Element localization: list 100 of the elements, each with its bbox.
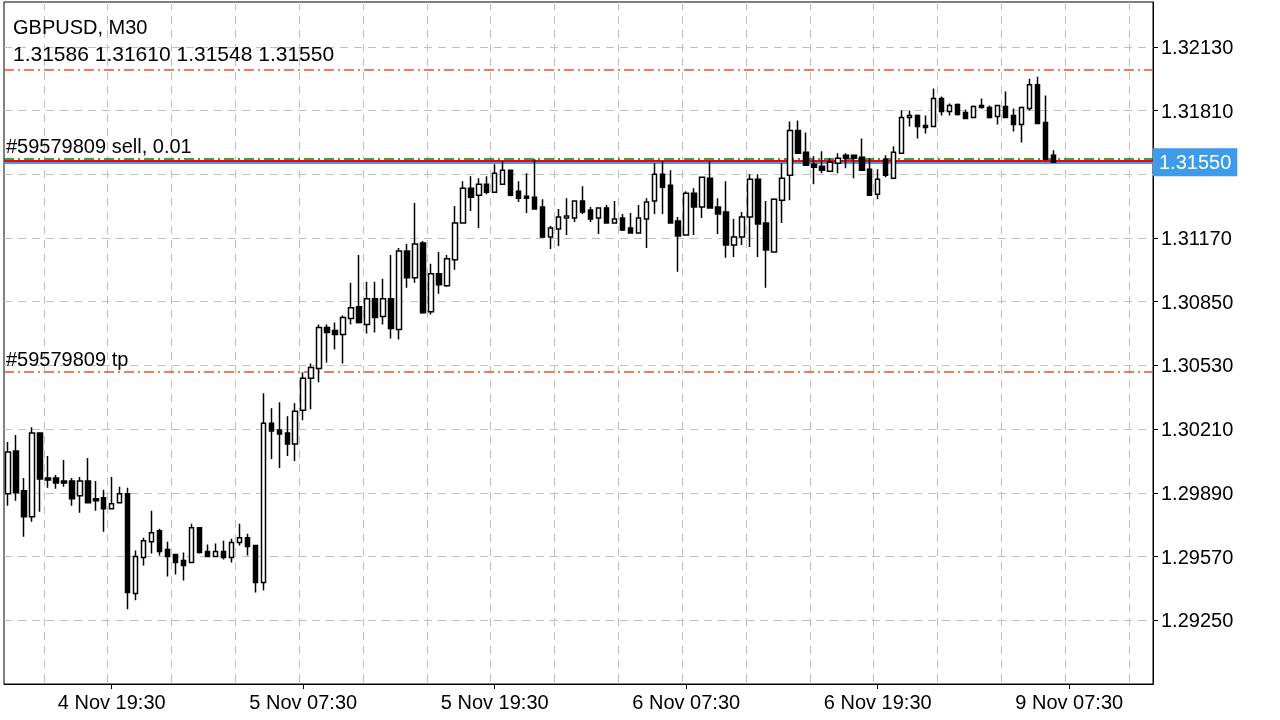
x-tick-label: 4 Nov 19:30 <box>57 691 166 713</box>
ref-line-label: 1.31550 <box>1159 151 1232 174</box>
candlestick <box>36 432 44 513</box>
candlestick <box>252 544 259 594</box>
candlestick <box>587 206 594 223</box>
candlestick <box>44 455 52 489</box>
candlestick <box>76 476 84 514</box>
candlestick <box>842 152 850 170</box>
candlestick <box>483 175 490 195</box>
candlestick <box>667 169 674 224</box>
candlestick <box>930 87 937 128</box>
candlestick <box>172 553 179 576</box>
candlestick <box>706 160 714 209</box>
candlestick <box>395 247 403 341</box>
x-tick-label: 6 Nov 19:30 <box>823 691 932 713</box>
x-tick-label: 6 Nov 07:30 <box>632 691 741 713</box>
candlestick <box>84 457 92 504</box>
candlestick <box>722 180 730 259</box>
candlestick <box>315 323 323 384</box>
candlestick <box>268 407 275 460</box>
candlestick <box>682 190 690 236</box>
candlestick <box>260 392 267 592</box>
candlestick <box>132 549 139 602</box>
candlestick <box>595 207 602 235</box>
candlestick <box>124 487 131 611</box>
candlestick <box>108 476 115 510</box>
candlestick <box>778 162 786 224</box>
candlestick <box>323 323 331 364</box>
candlestick <box>387 254 395 340</box>
candlestick <box>204 543 211 558</box>
candlestick <box>738 211 746 246</box>
candlestick <box>355 254 363 325</box>
candlestick <box>547 225 554 250</box>
candlestick <box>148 510 155 555</box>
candlestick <box>627 212 634 234</box>
candlestick <box>698 176 706 219</box>
candlestick <box>970 104 977 119</box>
candlestick <box>635 204 642 234</box>
candlestick <box>52 474 60 490</box>
candlestick <box>603 204 610 224</box>
candlestick <box>643 197 650 249</box>
y-tick-label: 1.32130 <box>1161 35 1234 58</box>
text: GBPUSD, M30 <box>13 16 148 38</box>
candlestick <box>276 401 283 469</box>
candlestick <box>68 477 76 507</box>
candlestick <box>834 152 842 174</box>
candlestick <box>994 104 1001 126</box>
candlestick <box>92 480 100 512</box>
candlestick <box>690 187 698 236</box>
candlestick <box>188 522 195 564</box>
candlestick <box>922 114 929 135</box>
candlestick <box>1050 149 1057 164</box>
candlestick <box>651 162 658 215</box>
candlestick <box>786 120 794 201</box>
candlestick <box>1010 107 1017 133</box>
candlestick <box>746 173 754 248</box>
candlestick <box>499 160 506 185</box>
candlestick <box>371 281 379 334</box>
candlestick <box>938 95 945 117</box>
candlestick <box>515 180 522 203</box>
candlestick <box>914 113 921 140</box>
candlestick <box>874 168 881 200</box>
candlestick <box>435 251 443 295</box>
candlestick <box>818 150 826 174</box>
candlestick <box>770 197 778 253</box>
candlestick <box>906 109 913 128</box>
candlestick <box>794 119 802 155</box>
candlestick <box>754 173 762 258</box>
candlestick <box>164 540 171 578</box>
candlestick <box>28 426 36 523</box>
candlestick <box>451 205 459 271</box>
y-tick-label: 1.30850 <box>1161 290 1234 313</box>
candlestick <box>523 172 530 214</box>
candlestick <box>116 486 123 504</box>
candlestick <box>826 157 834 173</box>
candlestick <box>220 539 227 561</box>
candlestick <box>339 314 347 365</box>
y-tick-label: 1.29250 <box>1161 609 1234 632</box>
candlestick <box>291 402 299 462</box>
x-tick-label: 5 Nov 07:30 <box>249 691 358 713</box>
candlestick <box>20 477 28 538</box>
candlestick <box>180 551 187 582</box>
candlestick <box>850 154 858 179</box>
candlestick <box>866 157 873 196</box>
candlestick <box>714 197 722 235</box>
candlestick <box>619 213 626 232</box>
candlestick <box>100 489 107 533</box>
candlestick <box>363 281 371 335</box>
candlestick <box>411 202 419 284</box>
candlestick <box>12 434 20 502</box>
y-tick-label: 1.29890 <box>1161 481 1234 504</box>
candlestick <box>443 254 451 288</box>
candlestick <box>236 522 243 547</box>
candlestick <box>539 198 546 239</box>
candlestick <box>419 240 427 315</box>
candlestick <box>571 199 578 223</box>
candlestick <box>459 180 467 224</box>
candlestick <box>555 208 562 247</box>
candlestick <box>347 282 355 326</box>
candlestick <box>1042 94 1049 162</box>
